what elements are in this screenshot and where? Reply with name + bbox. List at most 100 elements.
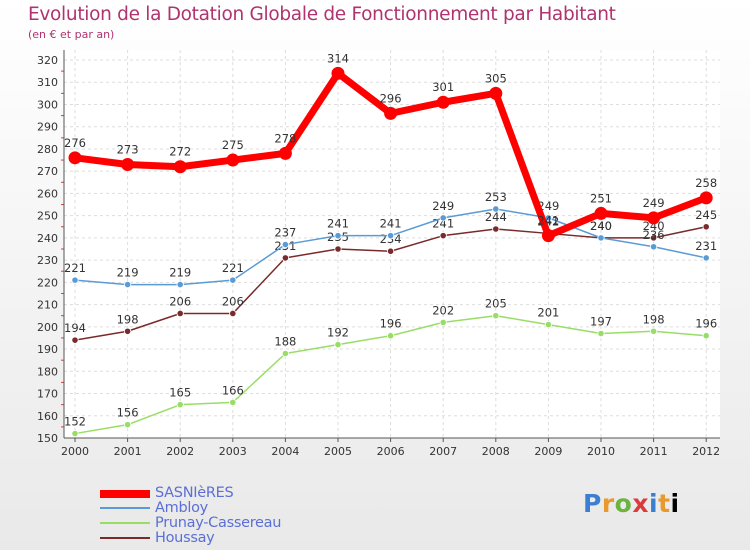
- data-point: [702, 223, 710, 231]
- data-point: [68, 151, 82, 165]
- data-point: [702, 254, 710, 262]
- data-label: 192: [327, 326, 349, 340]
- data-label: 236: [643, 228, 665, 242]
- data-point: [489, 86, 503, 100]
- data-point: [436, 95, 450, 109]
- legend-label: Ambloy: [155, 500, 208, 516]
- data-point: [124, 280, 132, 289]
- data-label: 253: [485, 190, 507, 204]
- data-label: 202: [432, 303, 454, 317]
- data-label: 245: [695, 208, 717, 222]
- x-tick-label: 2011: [640, 445, 668, 458]
- legend-swatch: [100, 537, 150, 539]
- data-point: [386, 332, 395, 340]
- data-point: [334, 245, 342, 253]
- y-tick-label: 310: [37, 76, 58, 89]
- x-tick-label: 2001: [114, 445, 142, 458]
- y-tick-label: 190: [37, 343, 58, 356]
- chart-subtitle: (en € et par an): [28, 28, 115, 41]
- data-label: 237: [274, 226, 296, 240]
- data-point: [439, 232, 447, 240]
- data-point: [71, 336, 79, 344]
- data-point: [124, 327, 132, 335]
- data-point: [331, 66, 345, 80]
- y-tick-label: 200: [37, 321, 58, 334]
- y-tick-label: 300: [37, 98, 58, 111]
- data-point: [121, 158, 135, 172]
- data-point: [649, 243, 658, 251]
- x-tick-label: 2007: [429, 445, 457, 458]
- data-label: 241: [537, 214, 559, 228]
- data-point: [176, 401, 184, 409]
- data-label: 156: [117, 406, 139, 420]
- data-label: 251: [590, 191, 612, 205]
- data-label: 206: [222, 294, 244, 308]
- data-label: 197: [590, 314, 612, 328]
- data-label: 258: [695, 176, 717, 190]
- data-point: [124, 421, 132, 429]
- data-label: 198: [643, 312, 665, 326]
- data-point: [281, 254, 289, 262]
- y-tick-label: 290: [37, 121, 58, 134]
- data-point: [386, 247, 395, 255]
- data-label: 272: [169, 145, 191, 159]
- data-label: 244: [485, 210, 507, 224]
- data-label: 221: [64, 261, 86, 275]
- data-point: [702, 332, 710, 340]
- data-label: 314: [327, 51, 349, 65]
- data-point: [334, 341, 342, 349]
- data-point: [647, 211, 661, 225]
- y-tick-label: 280: [37, 143, 58, 156]
- data-label: 249: [643, 196, 665, 210]
- y-tick-label: 160: [37, 410, 58, 423]
- data-label: 249: [432, 199, 454, 213]
- data-point: [229, 276, 237, 284]
- data-label: 221: [222, 261, 244, 275]
- legend-swatch: [100, 490, 150, 498]
- data-label: 240: [590, 219, 612, 233]
- data-label: 205: [485, 297, 507, 311]
- data-point: [439, 214, 447, 222]
- data-label: 276: [64, 136, 86, 150]
- data-label: 278: [274, 131, 296, 145]
- y-tick-label: 260: [37, 187, 58, 200]
- data-label: 196: [695, 317, 717, 331]
- data-label: 273: [117, 143, 139, 157]
- x-tick-label: 2000: [61, 445, 89, 458]
- data-label: 201: [537, 306, 559, 320]
- data-point: [176, 309, 184, 318]
- data-point: [173, 160, 187, 174]
- y-tick-label: 150: [37, 432, 58, 445]
- data-point: [226, 153, 240, 167]
- y-tick-label: 320: [37, 54, 58, 67]
- y-tick-label: 270: [37, 165, 58, 178]
- data-label: 219: [169, 266, 191, 280]
- x-tick-label: 2008: [482, 445, 510, 458]
- data-label: 241: [327, 217, 349, 231]
- data-label: 198: [117, 312, 139, 326]
- data-label: 241: [380, 217, 402, 231]
- x-tick-label: 2006: [377, 445, 405, 458]
- chart-title: Evolution de la Dotation Globale de Fonc…: [28, 4, 616, 25]
- proxiti-logo: Proxiti: [583, 489, 680, 518]
- data-label: 275: [222, 138, 244, 152]
- y-tick-label: 250: [37, 210, 58, 223]
- data-point: [492, 205, 500, 213]
- data-point: [278, 146, 292, 160]
- x-tick-label: 2002: [166, 445, 194, 458]
- data-point: [281, 349, 289, 358]
- data-point: [386, 232, 395, 240]
- data-point: [176, 280, 184, 289]
- legend-label: Prunay-Cassereau: [155, 515, 282, 531]
- x-tick-label: 2012: [692, 445, 720, 458]
- data-label: 196: [380, 317, 402, 331]
- data-label: 249: [537, 199, 559, 213]
- data-point: [544, 320, 553, 329]
- legend-swatch: [100, 522, 150, 524]
- data-label: 166: [222, 383, 244, 397]
- data-point: [229, 309, 237, 318]
- data-point: [597, 329, 605, 338]
- data-label: 296: [380, 91, 402, 105]
- data-label: 301: [432, 80, 454, 94]
